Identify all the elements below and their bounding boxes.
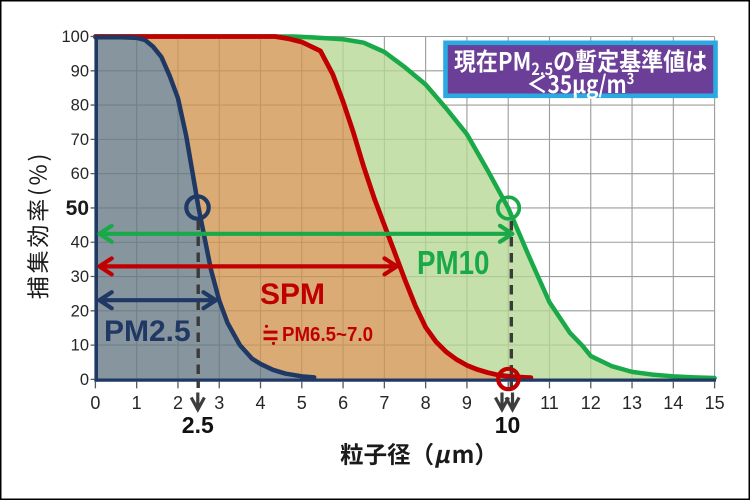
svg-text:6: 6	[338, 393, 348, 413]
svg-text:0: 0	[80, 371, 89, 389]
svg-text:PM6.5~7.0: PM6.5~7.0	[282, 324, 373, 346]
svg-text:80: 80	[71, 97, 89, 115]
svg-text:12: 12	[581, 393, 601, 413]
svg-text:3: 3	[214, 393, 224, 413]
svg-text:60: 60	[71, 165, 89, 183]
svg-text:90: 90	[71, 62, 89, 80]
svg-text:30: 30	[71, 268, 89, 286]
svg-text:14: 14	[663, 393, 683, 413]
svg-text:PM2.5: PM2.5	[104, 315, 191, 348]
svg-text:10: 10	[495, 412, 521, 438]
svg-text:8: 8	[421, 393, 431, 413]
svg-text:2: 2	[173, 393, 183, 413]
svg-text:SPM: SPM	[260, 278, 325, 311]
svg-text:10: 10	[71, 337, 89, 355]
svg-text:50: 50	[66, 197, 89, 220]
svg-text:9: 9	[462, 393, 472, 413]
svg-text:20: 20	[71, 302, 89, 320]
svg-text:PM10: PM10	[417, 244, 490, 281]
svg-text:11: 11	[540, 393, 559, 413]
svg-text:1: 1	[132, 393, 142, 413]
svg-text:4: 4	[256, 393, 266, 413]
svg-text:40: 40	[71, 234, 89, 252]
svg-text:5: 5	[297, 393, 307, 413]
svg-text:100: 100	[61, 28, 89, 46]
svg-text:7: 7	[379, 393, 389, 413]
svg-text:2.5: 2.5	[182, 412, 214, 438]
svg-text:15: 15	[705, 393, 725, 413]
svg-text:13: 13	[622, 393, 642, 413]
svg-text:0: 0	[90, 393, 100, 413]
svg-text:70: 70	[71, 131, 89, 149]
